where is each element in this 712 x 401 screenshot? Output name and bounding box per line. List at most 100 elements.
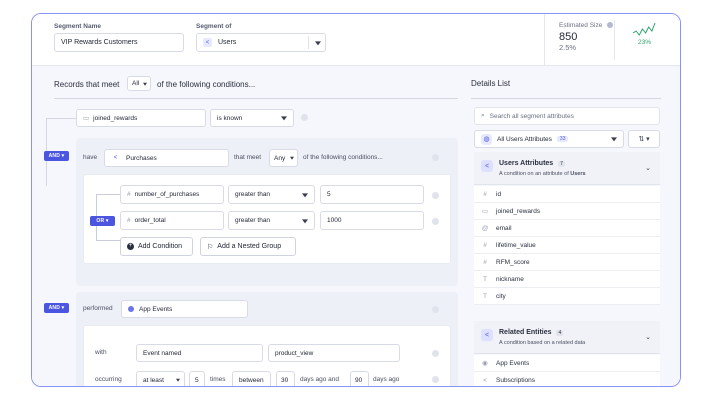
remove-group-icon[interactable]: [432, 154, 439, 161]
segment-header: Segment Name VIP Rewards Customers Segme…: [32, 14, 680, 66]
segment-name-input[interactable]: VIP Rewards Customers: [54, 33, 184, 52]
operator-select-greater-than[interactable]: greater than: [228, 211, 315, 230]
add-nested-group-label: Add a Nested Group: [217, 243, 282, 250]
divider: [544, 14, 545, 65]
days-to-input[interactable]: 90: [350, 371, 369, 386]
filter-count-badge: 33: [556, 136, 569, 142]
attribute-select-number-of-purchases[interactable]: # number_of_purchases: [120, 185, 224, 204]
related-group-description: A condition based on a related data: [499, 340, 586, 346]
users-attributes-group[interactable]: < Users Attributes 7 A condition on an a…: [474, 152, 660, 185]
entity-select-purchases[interactable]: < Purchases: [104, 149, 229, 167]
remove-condition-icon[interactable]: [432, 376, 439, 383]
and-operator-button[interactable]: AND ▾: [44, 151, 69, 161]
days-from-value: 30: [281, 376, 289, 384]
share-icon: <: [113, 155, 118, 161]
add-nested-group-button[interactable]: ⚐ Add a Nested Group: [200, 237, 296, 256]
segment-of-select[interactable]: < Users: [196, 33, 326, 52]
remove-condition-icon[interactable]: [301, 114, 308, 121]
attribute-type-icon: @: [481, 224, 489, 232]
days-from-input[interactable]: 30: [276, 371, 295, 386]
chevron-down-icon: [281, 116, 287, 121]
segment-of-label: Segment of: [196, 23, 232, 30]
attribute-value: number_of_purchases: [134, 191, 200, 198]
attribute-type-icon: #: [483, 190, 487, 198]
attribute-item-lifetime-value[interactable]: # lifetime_value: [474, 237, 660, 254]
entity-value: Purchases: [126, 154, 157, 162]
related-entities-group[interactable]: < Related Entities 4 A condition based o…: [474, 321, 660, 354]
connector-line: [46, 118, 76, 119]
attribute-value: joined_rewards: [93, 114, 138, 122]
remove-condition-icon[interactable]: [432, 218, 439, 225]
event-field-value: Event named: [143, 349, 182, 357]
following-conditions-label: of the following conditions...: [303, 154, 383, 161]
range-value: between: [239, 376, 264, 384]
event-field-select[interactable]: Event named: [136, 344, 263, 362]
search-placeholder: Search all segment attributes: [489, 112, 574, 120]
occurrence-operator-select[interactable]: at least: [136, 371, 185, 386]
attribute-item-email[interactable]: @ email: [474, 220, 660, 237]
sort-button[interactable]: ⇅ ▾: [628, 130, 660, 148]
list-item-label: Subscriptions: [496, 376, 536, 384]
attribute-type-icon: T: [483, 275, 487, 283]
related-group-count-badge: 4: [556, 330, 564, 336]
segment-name-label: Segment Name: [54, 23, 101, 30]
related-item-app-events[interactable]: ◉ App Events: [474, 355, 660, 372]
share-icon: <: [481, 329, 493, 341]
input-value: 1000: [327, 217, 342, 224]
with-label: with: [95, 349, 107, 356]
attribute-search-input[interactable]: ⌕ Search all segment attributes: [474, 107, 660, 125]
list-item-label: email: [496, 224, 512, 232]
attribute-item-id[interactable]: # id: [474, 186, 660, 203]
and-operator-button[interactable]: AND ▾: [44, 303, 69, 313]
occurrence-count-input[interactable]: 5: [189, 371, 205, 386]
records-mode-value: All: [132, 80, 140, 87]
divider: [471, 98, 661, 99]
attribute-type-icon: T: [483, 292, 487, 300]
chevron-down-icon: [315, 40, 321, 45]
segment-editor-window: Segment Name VIP Rewards Customers Segme…: [31, 13, 681, 387]
attribute-value: order_total: [134, 217, 166, 224]
attribute-filter-select[interactable]: ◍ All Users Attributes 33: [474, 130, 624, 148]
related-item-subscriptions[interactable]: < Subscriptions: [474, 372, 660, 386]
attribute-select-joined-rewards[interactable]: ▭ joined_rewards: [76, 109, 206, 127]
records-mode-select[interactable]: All: [127, 76, 151, 91]
attribute-item-joined-rewards[interactable]: ▭ joined_rewards: [474, 203, 660, 220]
or-operator-button[interactable]: OR ▾: [90, 216, 115, 226]
remove-condition-icon[interactable]: [432, 350, 439, 357]
date-icon: ▭: [83, 115, 90, 122]
operator-select-greater-than[interactable]: greater than: [228, 185, 315, 204]
attribute-type-icon: ◉: [482, 360, 488, 367]
related-group-title: Related Entities 4: [499, 329, 564, 336]
range-select[interactable]: between: [232, 371, 271, 386]
share-icon: <: [203, 38, 212, 47]
list-item-label: lifetime_value: [496, 241, 536, 249]
event-select-app-events[interactable]: App Events: [121, 300, 248, 318]
trend-sparkline: [632, 22, 656, 36]
match-mode-value: Any: [274, 154, 286, 162]
info-icon[interactable]: [607, 22, 614, 28]
chevron-down-icon: [176, 378, 180, 382]
attribute-item-rfm-score[interactable]: # RFM_score: [474, 254, 660, 271]
that-meet-label: that meet: [234, 154, 262, 161]
chevron-down-icon: [143, 82, 147, 86]
value-input-5[interactable]: 5: [320, 185, 424, 204]
divider: [614, 20, 615, 60]
event-value: App Events: [139, 305, 173, 313]
occurrence-operator-value: at least: [143, 376, 164, 384]
value-input-1000[interactable]: 1000: [320, 211, 424, 230]
list-item-label: nickname: [496, 275, 524, 283]
chevron-down-icon[interactable]: ⌄: [645, 334, 651, 341]
attribute-select-order-total[interactable]: # order_total: [120, 211, 224, 230]
match-mode-select[interactable]: Any: [269, 149, 298, 167]
event-name-input[interactable]: product_view: [268, 344, 400, 362]
remove-condition-icon[interactable]: [432, 192, 439, 199]
chevron-down-icon[interactable]: ⌄: [645, 165, 651, 172]
have-label: have: [83, 154, 98, 161]
occurring-label: occurring: [95, 376, 122, 383]
add-condition-button[interactable]: + Add Condition: [120, 237, 193, 256]
operator-select-is-known[interactable]: is known: [210, 109, 294, 127]
event-name-value: product_view: [275, 349, 314, 357]
remove-group-icon[interactable]: [432, 306, 439, 313]
